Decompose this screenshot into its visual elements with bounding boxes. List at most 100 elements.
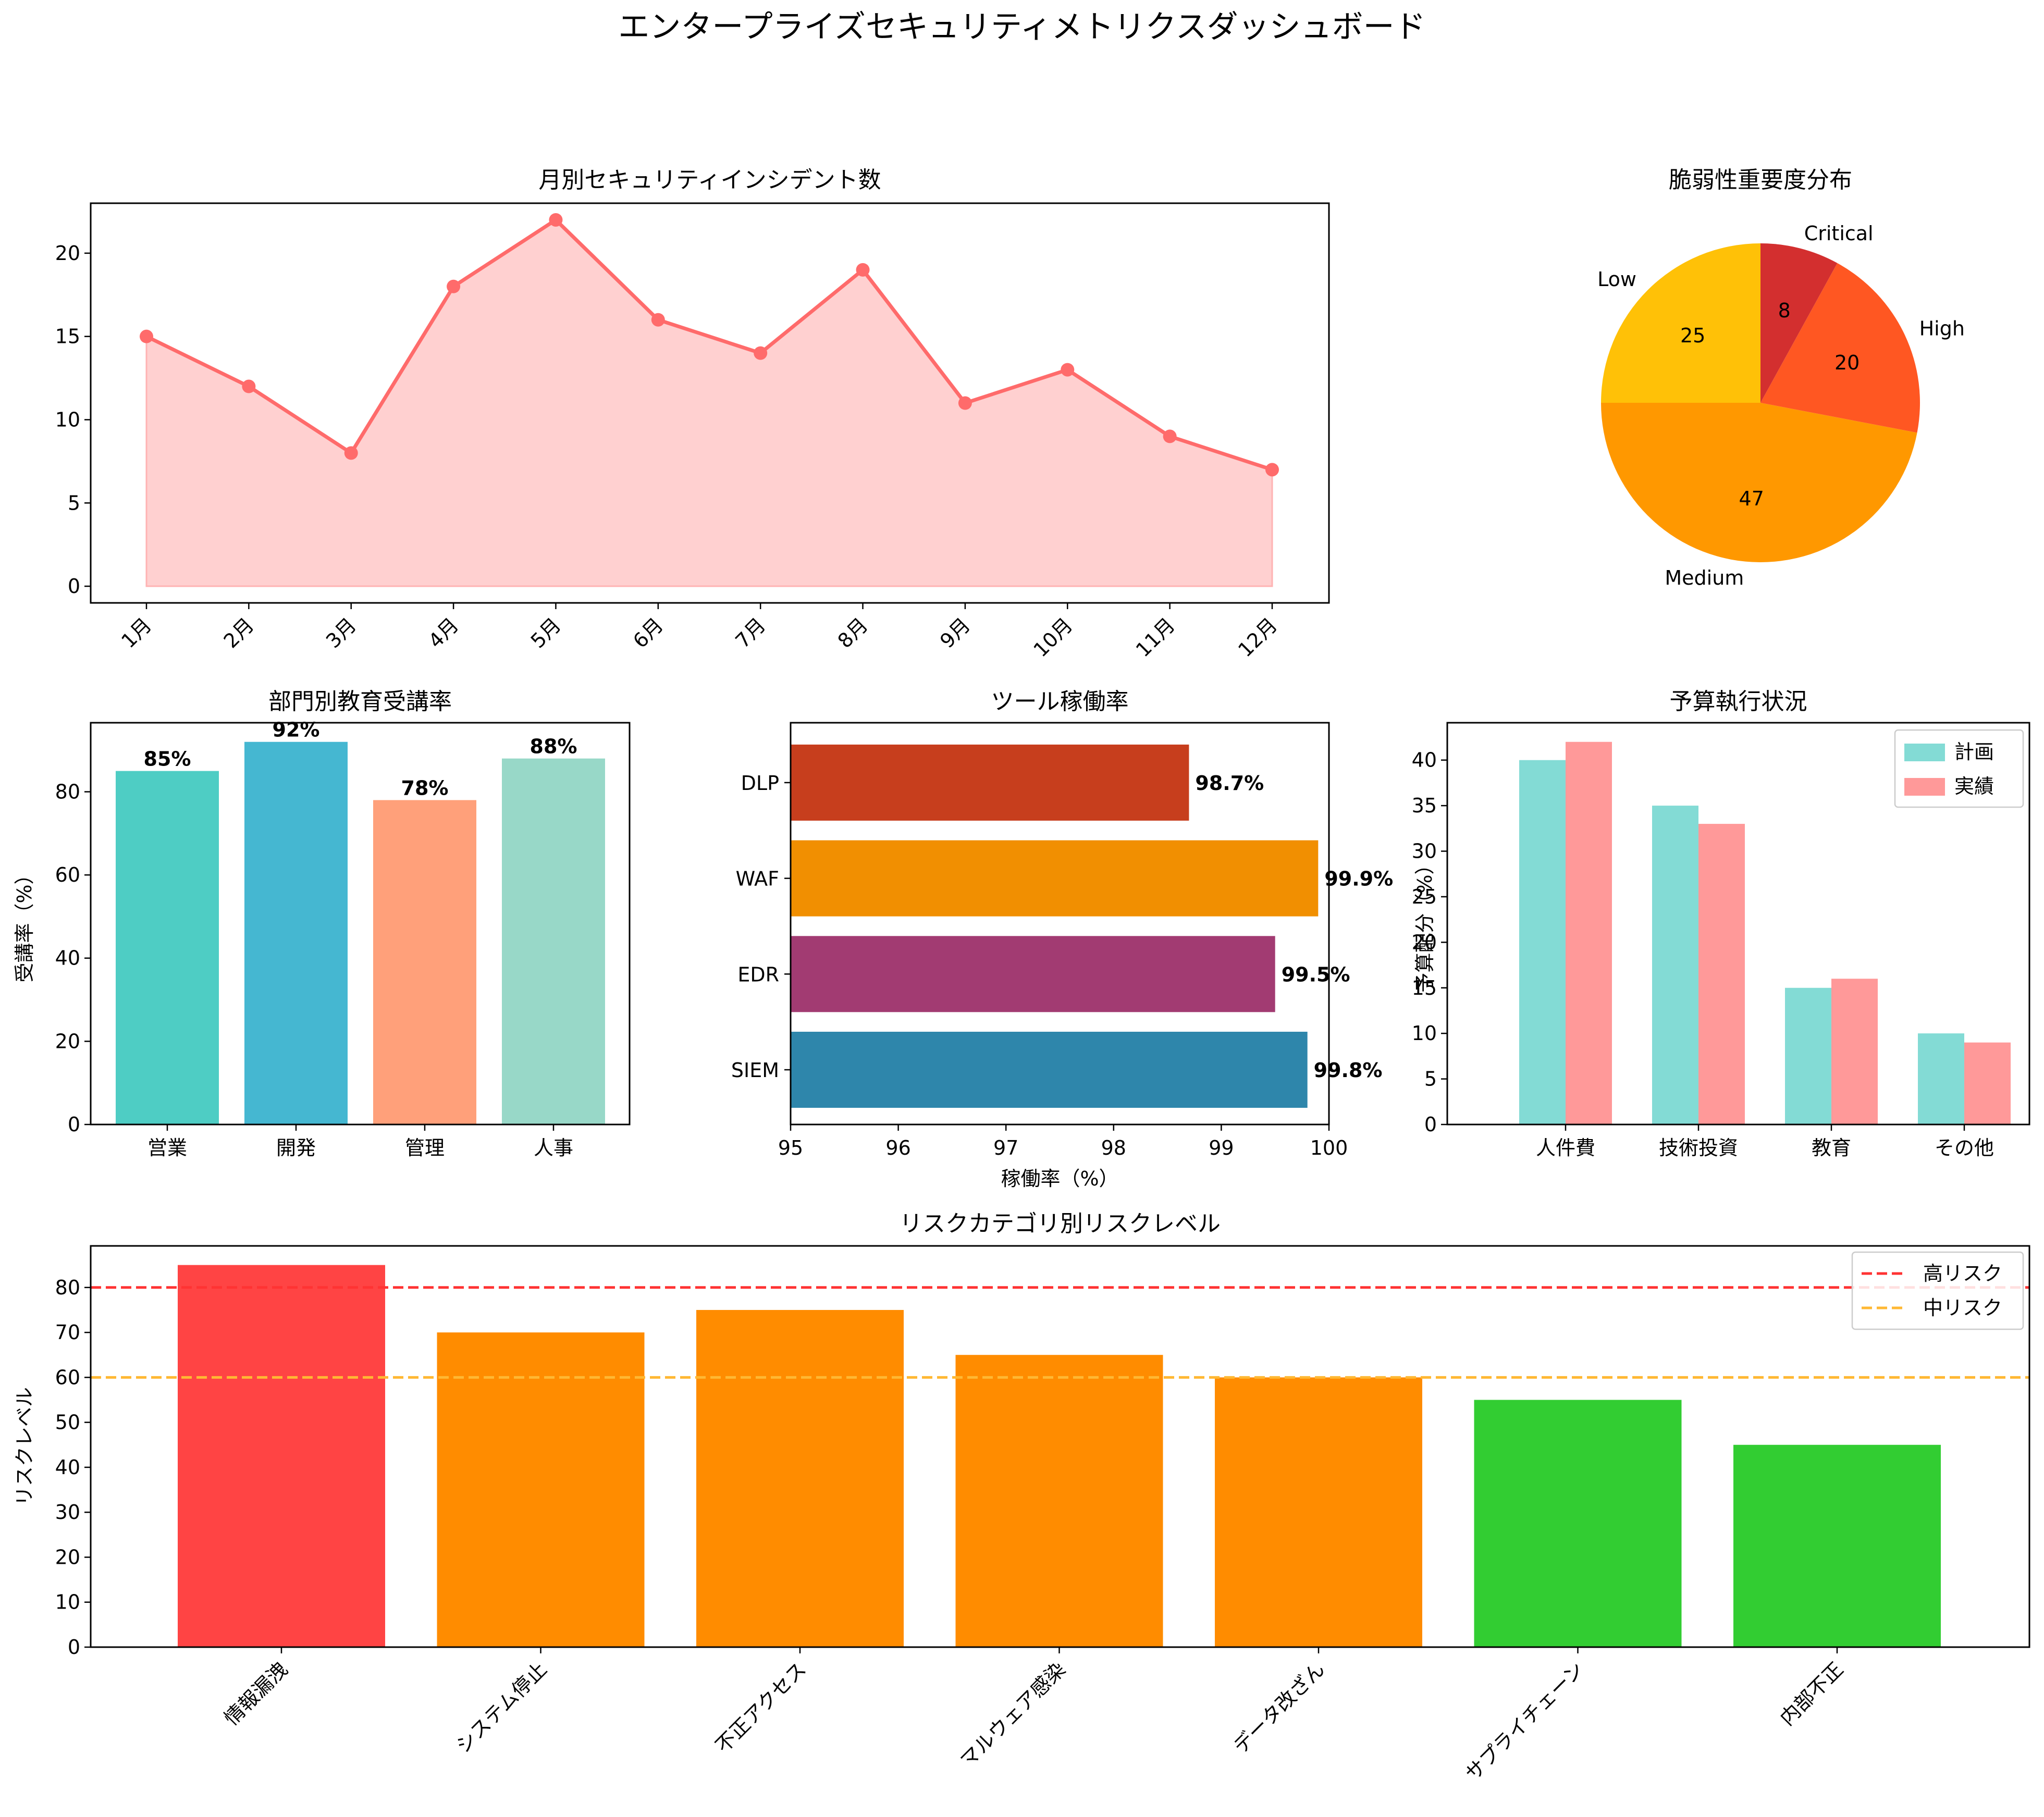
incident-point	[549, 213, 563, 227]
y-tick-label: 15	[55, 325, 80, 348]
legend-swatch	[1904, 778, 1945, 796]
bar-value-label: 99.9%	[1324, 868, 1393, 891]
incident-point	[1061, 363, 1075, 377]
pie-value-label: 25	[1680, 324, 1705, 347]
risk-bar	[1733, 1444, 1941, 1647]
y-tick-label: 10	[55, 1591, 80, 1614]
vulnerability-pie: 脆弱性重要度分布 25 Low 47 Medium 20 High 8 Critical	[1597, 167, 1965, 589]
x-tick-label: 開発	[276, 1136, 316, 1159]
x-tick-label: データ改ざん	[1229, 1658, 1329, 1758]
incident-point	[1265, 463, 1279, 477]
legend-label: 実績	[1954, 775, 1994, 798]
chart-title: 月別セキュリティインシデント数	[538, 167, 881, 193]
y-tick-label: 60	[55, 1366, 80, 1389]
budget-bar-plan	[1785, 987, 1831, 1124]
y-tick-label: 5	[68, 491, 80, 514]
y-tick-label: 0	[68, 575, 80, 598]
chart-title: 予算執行状況	[1670, 688, 1807, 715]
budget-bar-plan	[1652, 806, 1698, 1124]
y-tick-label: 10	[55, 408, 80, 431]
training-chart: 部門別教育受講率 85% 営業 92% 開発 78% 管理 88% 人事 0 20 40 60 80 受講率…	[13, 688, 631, 1159]
page-title: エンタープライズセキュリティメトリクスダッシュボード	[618, 9, 1425, 45]
x-tick-label: 9月	[935, 613, 975, 652]
pie-slice-low	[1601, 243, 1760, 403]
bar-value-label: 78%	[401, 776, 449, 799]
x-tick-label: マルウェア感染	[956, 1658, 1070, 1772]
x-tick-label: 8月	[833, 613, 872, 652]
budget-bar-actual	[1831, 979, 1878, 1124]
incident-point	[242, 379, 256, 393]
y-tick-label: 10	[1412, 1022, 1437, 1045]
x-axis-label: 稼働率（%）	[1001, 1167, 1118, 1190]
chart-title: 部門別教育受講率	[268, 688, 452, 715]
tool-bar	[791, 1032, 1308, 1108]
bar-value-label: 99.5%	[1282, 963, 1350, 986]
x-tick-label: 4月	[424, 613, 463, 652]
y-tick-label: 0	[1424, 1113, 1437, 1136]
incident-point	[856, 263, 870, 277]
risk-bar	[437, 1332, 645, 1647]
training-bar	[373, 800, 476, 1124]
x-tick-label: システム停止	[451, 1658, 551, 1758]
tool-bar	[791, 744, 1189, 821]
y-tick-label: 0	[68, 1113, 80, 1136]
y-tick-label: DLP	[741, 772, 779, 795]
y-tick-label: SIEM	[731, 1059, 779, 1082]
pie-value-label: 20	[1834, 351, 1860, 374]
axes-frame	[1446, 722, 2030, 1126]
axes-frame	[90, 722, 631, 1126]
y-tick-label: 20	[1412, 931, 1437, 954]
y-axis-label: 予算配分（%）	[1413, 855, 1436, 992]
y-tick-label: 25	[1412, 885, 1437, 908]
x-tick-label: 管理	[405, 1136, 445, 1159]
x-tick-label: 技術投資	[1659, 1136, 1738, 1159]
incident-line	[145, 218, 1273, 472]
y-tick-label: 40	[55, 947, 80, 970]
x-tick-label: 7月	[731, 613, 770, 652]
tool-bar	[791, 936, 1275, 1012]
y-tick-label: 20	[55, 242, 80, 265]
pie-label: Medium	[1665, 566, 1744, 589]
risk-bar	[696, 1309, 904, 1647]
x-tick-label: 人事	[534, 1136, 573, 1159]
x-tick-label: 96	[885, 1136, 910, 1159]
y-tick-label: 60	[55, 863, 80, 886]
risk-bar	[955, 1355, 1163, 1647]
pie-value-label: 8	[1778, 299, 1791, 322]
legend-box	[1851, 1251, 2024, 1330]
training-bar	[502, 758, 605, 1124]
legend-swatch	[1904, 744, 1945, 761]
x-tick-label: 97	[993, 1136, 1018, 1159]
y-tick-label: 20	[55, 1546, 80, 1568]
incident-point	[651, 313, 665, 327]
budget-bar-actual	[1566, 741, 1612, 1124]
chart-title: 脆弱性重要度分布	[1669, 167, 1852, 193]
y-tick-label: 80	[55, 1276, 80, 1299]
x-tick-label: 営業	[147, 1136, 187, 1159]
budget-bar-actual	[1964, 1042, 2011, 1124]
y-tick-label: WAF	[736, 868, 779, 891]
training-bar	[244, 741, 348, 1124]
incident-area	[145, 219, 1273, 587]
incident-point	[754, 346, 768, 360]
pie-slice-medium	[1601, 403, 1917, 562]
legend-label: 中リスク	[1923, 1296, 2002, 1319]
x-tick-label: サプライチェーン	[1461, 1658, 1589, 1785]
x-tick-label: 6月	[629, 613, 668, 652]
axes-frame	[90, 202, 1330, 604]
x-tick-label: 情報漏洩	[220, 1658, 292, 1730]
pie-label: Low	[1597, 268, 1636, 291]
axes-frame	[90, 1245, 2030, 1648]
pie-label: High	[1919, 317, 1965, 340]
x-tick-label: 12月	[1234, 613, 1282, 661]
x-tick-label: 1月	[117, 613, 156, 652]
pie-slice-high	[1760, 263, 1920, 433]
bar-value-label: 92%	[273, 719, 320, 741]
x-tick-label: 98	[1101, 1136, 1126, 1159]
incident-point	[1163, 429, 1177, 443]
bar-value-label: 99.8%	[1314, 1059, 1383, 1082]
